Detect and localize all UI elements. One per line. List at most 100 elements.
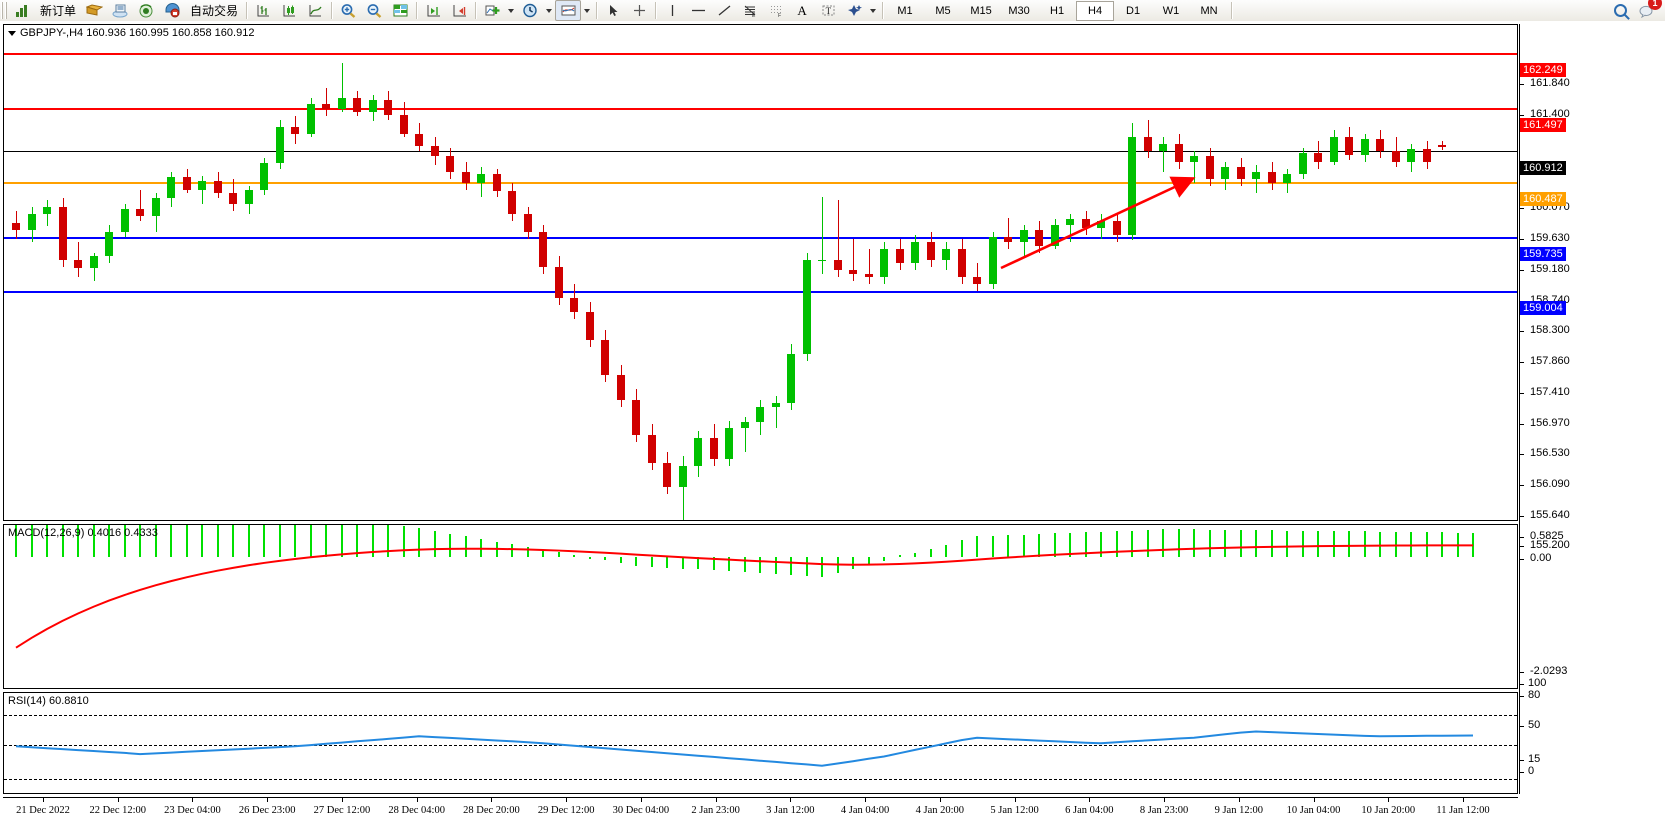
level-line-160912[interactable] bbox=[4, 151, 1517, 152]
macd-histogram-bar bbox=[433, 531, 436, 557]
rsi-tick bbox=[1520, 684, 1524, 685]
vertical-line-icon[interactable] bbox=[659, 0, 685, 21]
candle-body bbox=[1097, 221, 1105, 229]
price-level-badge-159735[interactable]: 159.735 bbox=[1520, 247, 1566, 261]
timeframe-m5[interactable]: M5 bbox=[935, 4, 951, 17]
price-level-badge-160912[interactable]: 160.912 bbox=[1520, 161, 1566, 175]
timeframe-m30[interactable]: M30 bbox=[1008, 4, 1030, 17]
zoom-in-icon[interactable] bbox=[335, 0, 361, 21]
level-line-159735[interactable] bbox=[4, 237, 1517, 239]
candle-body bbox=[942, 249, 950, 260]
price-level-badge-162249[interactable]: 162.249 bbox=[1520, 63, 1566, 77]
rsi-tick bbox=[1520, 726, 1524, 727]
trend-arrow[interactable] bbox=[4, 25, 1518, 520]
collapse-triangle-icon[interactable] bbox=[8, 30, 16, 36]
time-tick bbox=[865, 798, 867, 802]
zoom-out-icon[interactable] bbox=[361, 0, 387, 21]
macd-histogram-bar bbox=[1472, 532, 1474, 557]
time-tick bbox=[939, 798, 941, 802]
toolbar-grip[interactable] bbox=[1, 2, 7, 19]
rsi-pane[interactable]: RSI(14) 60.8810 bbox=[3, 692, 1518, 794]
candle-body bbox=[1112, 221, 1121, 236]
shapes-icon[interactable] bbox=[841, 0, 867, 21]
chevron-down-icon[interactable] bbox=[584, 8, 591, 13]
candle-body bbox=[430, 146, 439, 156]
level-line-161497[interactable] bbox=[4, 108, 1517, 110]
macd-histogram-bar bbox=[418, 528, 420, 557]
new-order-button[interactable]: 新订单 bbox=[40, 4, 77, 18]
price-level-badge-159004[interactable]: 159.004 bbox=[1520, 301, 1566, 315]
candle-body bbox=[1205, 155, 1214, 180]
timeframe-m1[interactable]: M1 bbox=[897, 4, 913, 17]
macd-pane[interactable]: MACD(12,26,9) 0.4016 0.4333 bbox=[3, 524, 1518, 689]
level-line-159004[interactable] bbox=[4, 291, 1517, 293]
folder-icon[interactable] bbox=[81, 0, 107, 21]
bar-chart-icon[interactable] bbox=[250, 0, 276, 21]
auto-scroll-icon[interactable] bbox=[446, 0, 472, 21]
cursor-icon[interactable] bbox=[600, 0, 626, 21]
macd-histogram-bar bbox=[154, 525, 157, 557]
trendline-icon[interactable] bbox=[711, 0, 737, 21]
macd-histogram-bar bbox=[712, 557, 715, 571]
timeframe-h1[interactable]: H1 bbox=[1050, 4, 1065, 17]
candle-body bbox=[1267, 172, 1276, 183]
chevron-down-icon[interactable] bbox=[870, 8, 877, 13]
timeframe-m15[interactable]: M15 bbox=[970, 4, 992, 17]
macd-histogram-bar bbox=[216, 525, 219, 557]
period-icon[interactable] bbox=[517, 0, 543, 21]
candle-body bbox=[74, 259, 82, 269]
candle-wick bbox=[1256, 165, 1257, 194]
price-level-badge-161497[interactable]: 161.497 bbox=[1520, 118, 1566, 132]
fibo-fan-icon[interactable]: F bbox=[763, 0, 789, 21]
autotrading-button[interactable]: 自动交易 bbox=[190, 4, 239, 18]
chart-shift-icon[interactable] bbox=[420, 0, 446, 21]
indicators-icon[interactable] bbox=[479, 0, 505, 21]
autotrading-icon[interactable] bbox=[159, 0, 185, 21]
macd-tick-label: 0.00 bbox=[1530, 552, 1552, 564]
time-tick-label: 10 Jan 04:00 bbox=[1286, 805, 1341, 816]
price-chart-pane[interactable]: GBPJPY-,H4 160.936 160.995 160.858 160.9… bbox=[3, 24, 1518, 521]
text-icon[interactable]: A bbox=[797, 2, 807, 18]
timeframe-mn[interactable]: MN bbox=[1200, 4, 1218, 17]
alert-icon[interactable]: 1 bbox=[1633, 0, 1662, 21]
timeframe-d1[interactable]: D1 bbox=[1126, 4, 1141, 17]
macd-signal-path bbox=[15, 544, 1474, 649]
terminal-icon[interactable] bbox=[107, 0, 133, 21]
timeframe-h4[interactable]: H4 bbox=[1076, 0, 1115, 21]
macd-histogram-bar bbox=[1317, 530, 1319, 557]
line-chart-icon[interactable] bbox=[302, 0, 328, 21]
time-axis[interactable]: 21 Dec 2022 22 Dec 12:00 23 Dec 04:00 26 De… bbox=[3, 797, 1518, 825]
level-line-162249[interactable] bbox=[4, 53, 1517, 55]
price-axis[interactable]: 161.840 161.400 160.070 159.630 159.180 158.7… bbox=[1519, 24, 1665, 794]
candle-body bbox=[105, 231, 113, 257]
candlestick-chart-icon[interactable] bbox=[276, 0, 302, 21]
search-icon[interactable] bbox=[1607, 0, 1633, 21]
timeframe-w1[interactable]: W1 bbox=[1162, 4, 1180, 17]
price-tick-label: 155.640 bbox=[1530, 509, 1570, 521]
macd-histogram-bar bbox=[1286, 530, 1288, 557]
horizontal-line-icon[interactable] bbox=[685, 0, 711, 21]
new-order-icon[interactable] bbox=[9, 0, 35, 21]
rsi-tick bbox=[1520, 772, 1524, 773]
macd-histogram-bar bbox=[387, 525, 389, 557]
macd-histogram-bar bbox=[201, 525, 203, 557]
level-line-160487[interactable] bbox=[4, 182, 1517, 184]
chevron-down-icon[interactable] bbox=[546, 8, 553, 13]
macd-histogram-bar bbox=[1177, 529, 1180, 557]
fibonacci-icon[interactable]: E bbox=[737, 0, 763, 21]
rsi-tick-label: 80 bbox=[1528, 689, 1541, 701]
candle-body bbox=[1345, 137, 1353, 155]
chevron-down-icon[interactable] bbox=[508, 8, 515, 13]
macd-histogram-bar bbox=[1224, 529, 1226, 557]
macd-histogram-bar bbox=[542, 549, 544, 557]
rsi-tick-label: 15 bbox=[1528, 753, 1541, 765]
crosshair-icon[interactable] bbox=[626, 0, 652, 21]
grid-icon[interactable] bbox=[387, 0, 413, 21]
toolbar-separator bbox=[246, 2, 248, 19]
text-label-icon[interactable]: T bbox=[815, 0, 841, 21]
price-level-badge-160487[interactable]: 160.487 bbox=[1520, 192, 1566, 206]
templates-icon[interactable] bbox=[555, 0, 582, 21]
navigator-icon[interactable] bbox=[133, 0, 159, 21]
candle-body bbox=[136, 209, 144, 217]
time-tick bbox=[790, 798, 792, 802]
